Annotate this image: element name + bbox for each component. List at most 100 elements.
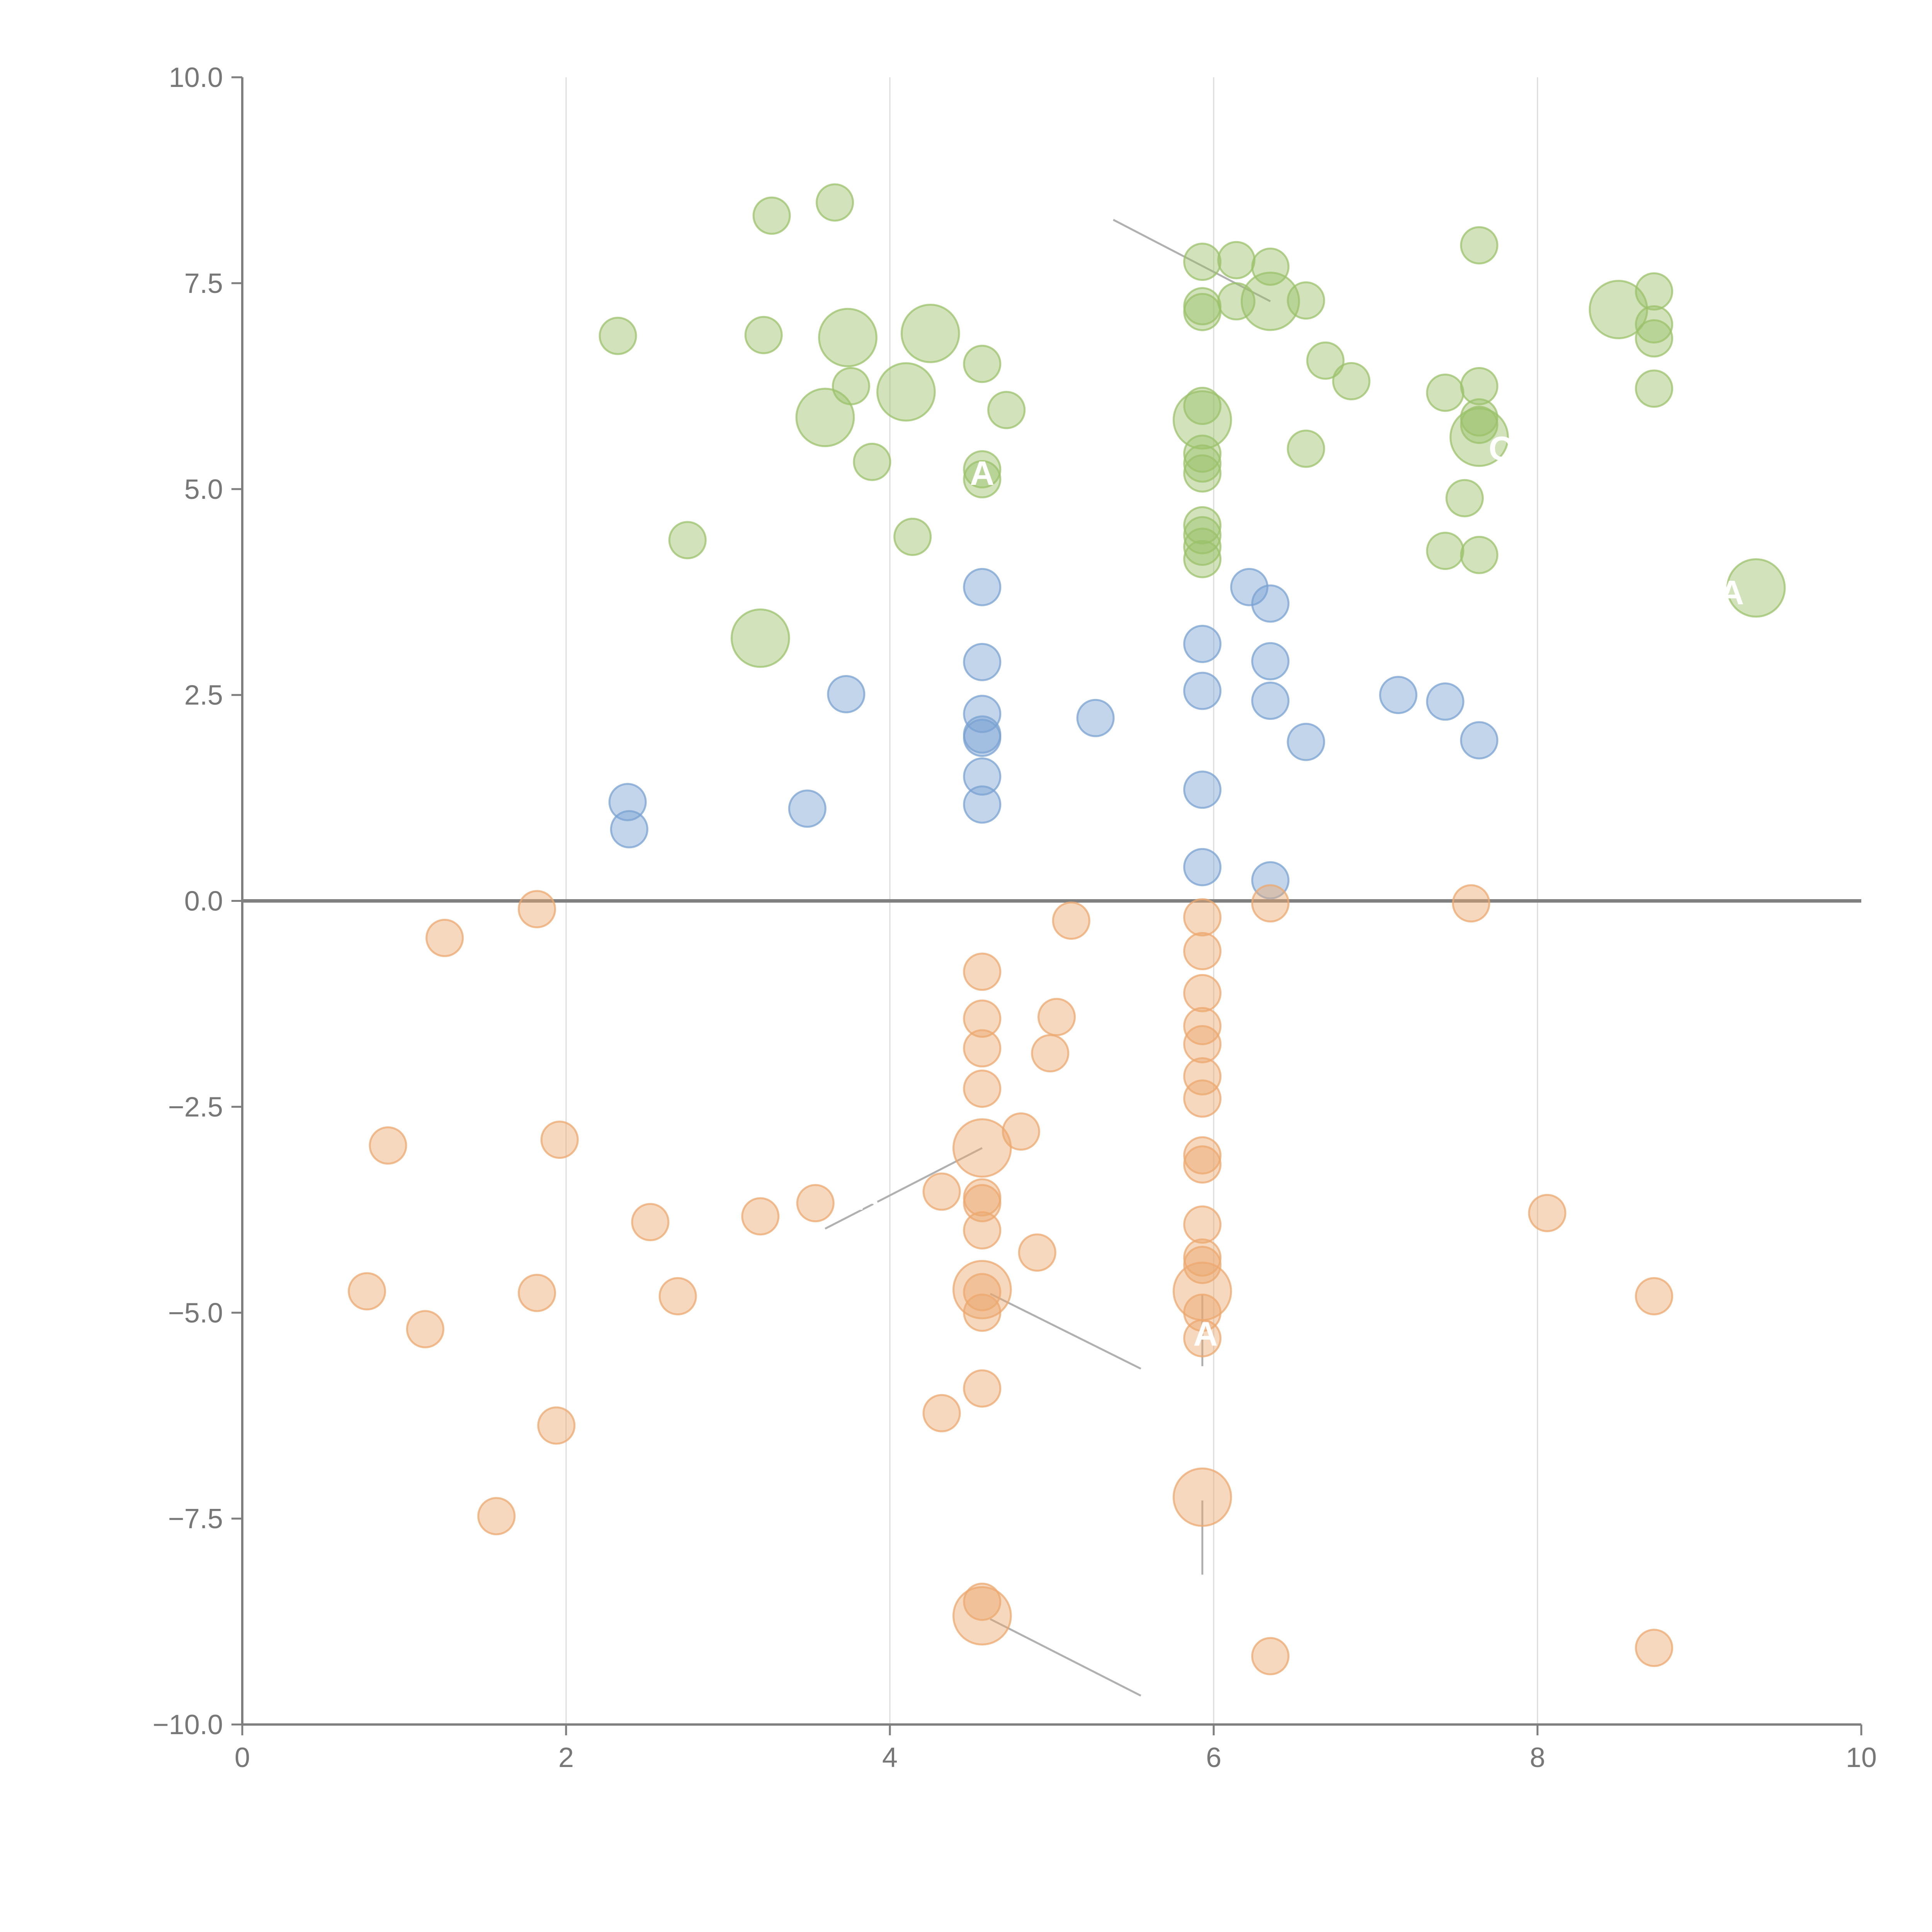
- green-bubble: [1217, 241, 1256, 279]
- green-bubble: [893, 517, 932, 556]
- orange-bubble: [477, 1497, 516, 1536]
- bubble-layer: [348, 183, 1786, 1675]
- green-bubble: [1426, 532, 1464, 570]
- orange-bubble: [1183, 974, 1222, 1012]
- green-bubble: [668, 521, 707, 560]
- leader-line: [990, 1618, 1141, 1697]
- bubble-callout-label: A: [1193, 1315, 1218, 1353]
- green-bubble: [744, 316, 783, 354]
- green-bubble: [1332, 362, 1371, 401]
- green-bubble: [1460, 405, 1498, 444]
- orange-bubble: [1183, 1079, 1222, 1118]
- orange-bubble: [518, 890, 556, 929]
- y-tick-label: 5.0: [184, 474, 223, 505]
- blue-bubble: [1379, 676, 1418, 714]
- green-bubble: [1183, 242, 1222, 281]
- y-tick-label: −10.0: [153, 1709, 223, 1740]
- green-bubble: [963, 345, 1002, 383]
- orange-bubble: [963, 1273, 1002, 1311]
- y-tick-label: −7.5: [168, 1503, 223, 1534]
- green-bubble: [1217, 282, 1256, 321]
- orange-bubble: [1251, 884, 1290, 923]
- leader-line: [990, 1293, 1141, 1370]
- blue-bubble: [827, 675, 866, 713]
- green-bubble: [1635, 319, 1673, 358]
- blue-bubble: [608, 783, 647, 821]
- axis-layer: 0 2 4 6 8 10 10.0 7.5 5.0 2.5 0.0 −2.5 −5.0 −7.5 −10.0: [153, 62, 1877, 1773]
- green-bubble: [1306, 341, 1345, 380]
- orange-bubble: [796, 1184, 835, 1223]
- orange-bubble: [922, 1394, 961, 1432]
- orange-bubble: [658, 1277, 697, 1316]
- green-bubble: [1287, 429, 1325, 468]
- y-tick-label: 7.5: [184, 268, 223, 299]
- bubble-callout-label: A: [1719, 573, 1744, 612]
- green-bubble: [963, 450, 1002, 489]
- orange-bubble: [1251, 1637, 1290, 1675]
- green-bubble: [1460, 226, 1498, 265]
- orange-bubble: [1183, 1246, 1222, 1284]
- green-bubble: [1287, 281, 1325, 320]
- orange-bubble: [425, 918, 464, 957]
- bubble-callout-label: O: [1489, 429, 1515, 468]
- x-tick-label: 10: [1846, 1742, 1877, 1773]
- orange-bubble: [1183, 1145, 1222, 1184]
- green-bubble: [1183, 386, 1222, 425]
- orange-bubble: [1528, 1194, 1566, 1232]
- orange-bubble: [1183, 1136, 1222, 1175]
- orange-bubble: [1183, 1205, 1222, 1244]
- green-bubble: [1172, 390, 1232, 450]
- orange-bubble: [1452, 884, 1490, 923]
- green-bubble: [1183, 506, 1222, 545]
- blue-bubble: [963, 643, 1002, 681]
- green-bubble: [730, 608, 790, 668]
- green-bubble: [818, 308, 878, 367]
- green-bubble: [963, 460, 1002, 498]
- green-bubble: [1251, 247, 1290, 286]
- x-tick-label: 8: [1530, 1742, 1545, 1773]
- orange-bubble: [952, 1118, 1012, 1178]
- green-bubble: [853, 442, 891, 481]
- orange-bubble: [1031, 1034, 1070, 1073]
- green-bubble: [1445, 479, 1484, 517]
- orange-bubble: [369, 1126, 407, 1165]
- orange-bubble: [963, 1029, 1002, 1068]
- blue-bubble: [1251, 642, 1290, 680]
- green-bubble: [1183, 540, 1222, 578]
- green-bubble: [876, 362, 936, 422]
- green-bubble: [1183, 444, 1222, 483]
- y-tick-label: 10.0: [169, 62, 223, 93]
- green-bubble: [1426, 373, 1464, 412]
- blue-bubble: [788, 789, 827, 828]
- green-bubble: [1635, 305, 1673, 344]
- orange-bubble: [1635, 1629, 1673, 1667]
- bubble-callout-label: T: [786, 597, 806, 635]
- orange-bubble: [348, 1272, 386, 1311]
- orange-bubble: [1172, 1467, 1232, 1527]
- green-bubble: [1183, 527, 1222, 566]
- label-layer: A O A T A A: [786, 429, 1744, 1353]
- green-bubble: [752, 196, 791, 235]
- blue-bubble: [1251, 861, 1290, 900]
- blue-bubble: [1426, 682, 1464, 721]
- orange-bubble: [540, 1121, 579, 1159]
- orange-bubble: [1037, 998, 1076, 1036]
- green-bubble: [1726, 558, 1786, 618]
- orange-bubble: [963, 1211, 1002, 1250]
- orange-bubble: [406, 1310, 444, 1349]
- green-bubble: [1183, 454, 1222, 493]
- blue-bubble: [963, 718, 1002, 757]
- blue-bubble: [610, 810, 648, 849]
- orange-bubble: [1183, 932, 1222, 971]
- green-bubble: [816, 183, 854, 222]
- bubble-callout-label: A: [970, 454, 995, 492]
- orange-bubble: [1052, 901, 1090, 940]
- green-bubble: [1635, 369, 1673, 408]
- green-bubble: [1183, 293, 1222, 331]
- orange-bubble: [963, 1293, 1002, 1332]
- green-bubble: [1449, 407, 1509, 467]
- orange-bubble: [1002, 1112, 1040, 1151]
- blue-bubble: [1076, 699, 1115, 737]
